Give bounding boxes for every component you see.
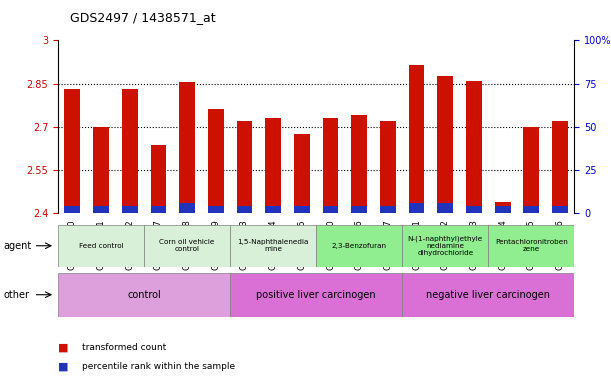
Bar bbox=[93, 127, 109, 213]
Text: other: other bbox=[3, 290, 29, 300]
Bar bbox=[351, 115, 367, 213]
Bar bbox=[402, 225, 488, 267]
Bar bbox=[466, 81, 482, 213]
Text: control: control bbox=[127, 290, 161, 300]
Bar bbox=[236, 121, 252, 213]
Bar bbox=[524, 206, 539, 213]
Bar bbox=[323, 206, 338, 213]
Bar bbox=[265, 206, 281, 213]
Bar bbox=[122, 89, 137, 213]
Bar bbox=[380, 206, 396, 213]
Bar bbox=[179, 82, 195, 213]
Text: Feed control: Feed control bbox=[79, 243, 123, 249]
Bar bbox=[265, 118, 281, 213]
Bar bbox=[409, 65, 425, 213]
Bar bbox=[58, 225, 144, 267]
Text: ■: ■ bbox=[58, 362, 68, 372]
Text: agent: agent bbox=[3, 241, 31, 251]
Text: negative liver carcinogen: negative liver carcinogen bbox=[426, 290, 551, 300]
Bar bbox=[409, 203, 425, 213]
Bar bbox=[93, 206, 109, 213]
Text: 1,5-Naphthalenedia
mine: 1,5-Naphthalenedia mine bbox=[238, 239, 309, 252]
Bar bbox=[230, 273, 402, 317]
Text: percentile rank within the sample: percentile rank within the sample bbox=[82, 362, 236, 371]
Text: Pentachloronitroben
zene: Pentachloronitroben zene bbox=[495, 239, 568, 252]
Bar bbox=[150, 206, 166, 213]
Bar bbox=[552, 121, 568, 213]
Bar bbox=[351, 206, 367, 213]
Bar bbox=[65, 206, 80, 213]
Bar bbox=[323, 118, 338, 213]
Bar bbox=[150, 146, 166, 213]
Bar bbox=[495, 206, 511, 213]
Bar bbox=[466, 206, 482, 213]
Bar bbox=[402, 273, 574, 317]
Text: Corn oil vehicle
control: Corn oil vehicle control bbox=[159, 239, 215, 252]
Bar bbox=[144, 225, 230, 267]
Bar bbox=[524, 127, 539, 213]
Bar bbox=[294, 206, 310, 213]
Bar bbox=[552, 206, 568, 213]
Text: transformed count: transformed count bbox=[82, 343, 167, 352]
Bar bbox=[58, 273, 230, 317]
Text: N-(1-naphthyl)ethyle
nediamine
dihydrochloride: N-(1-naphthyl)ethyle nediamine dihydroch… bbox=[408, 235, 483, 256]
Bar bbox=[437, 76, 453, 213]
Bar bbox=[294, 134, 310, 213]
Text: ■: ■ bbox=[58, 343, 68, 353]
Bar bbox=[495, 202, 511, 213]
Bar bbox=[179, 203, 195, 213]
Bar bbox=[208, 206, 224, 213]
Text: 2,3-Benzofuran: 2,3-Benzofuran bbox=[332, 243, 387, 249]
Text: positive liver carcinogen: positive liver carcinogen bbox=[257, 290, 376, 300]
Bar bbox=[380, 121, 396, 213]
Bar bbox=[316, 225, 402, 267]
Text: GDS2497 / 1438571_at: GDS2497 / 1438571_at bbox=[70, 12, 216, 25]
Bar bbox=[65, 89, 80, 213]
Bar bbox=[230, 225, 316, 267]
Bar bbox=[122, 206, 137, 213]
Bar bbox=[437, 203, 453, 213]
Bar bbox=[236, 206, 252, 213]
Bar bbox=[488, 225, 574, 267]
Bar bbox=[208, 109, 224, 213]
